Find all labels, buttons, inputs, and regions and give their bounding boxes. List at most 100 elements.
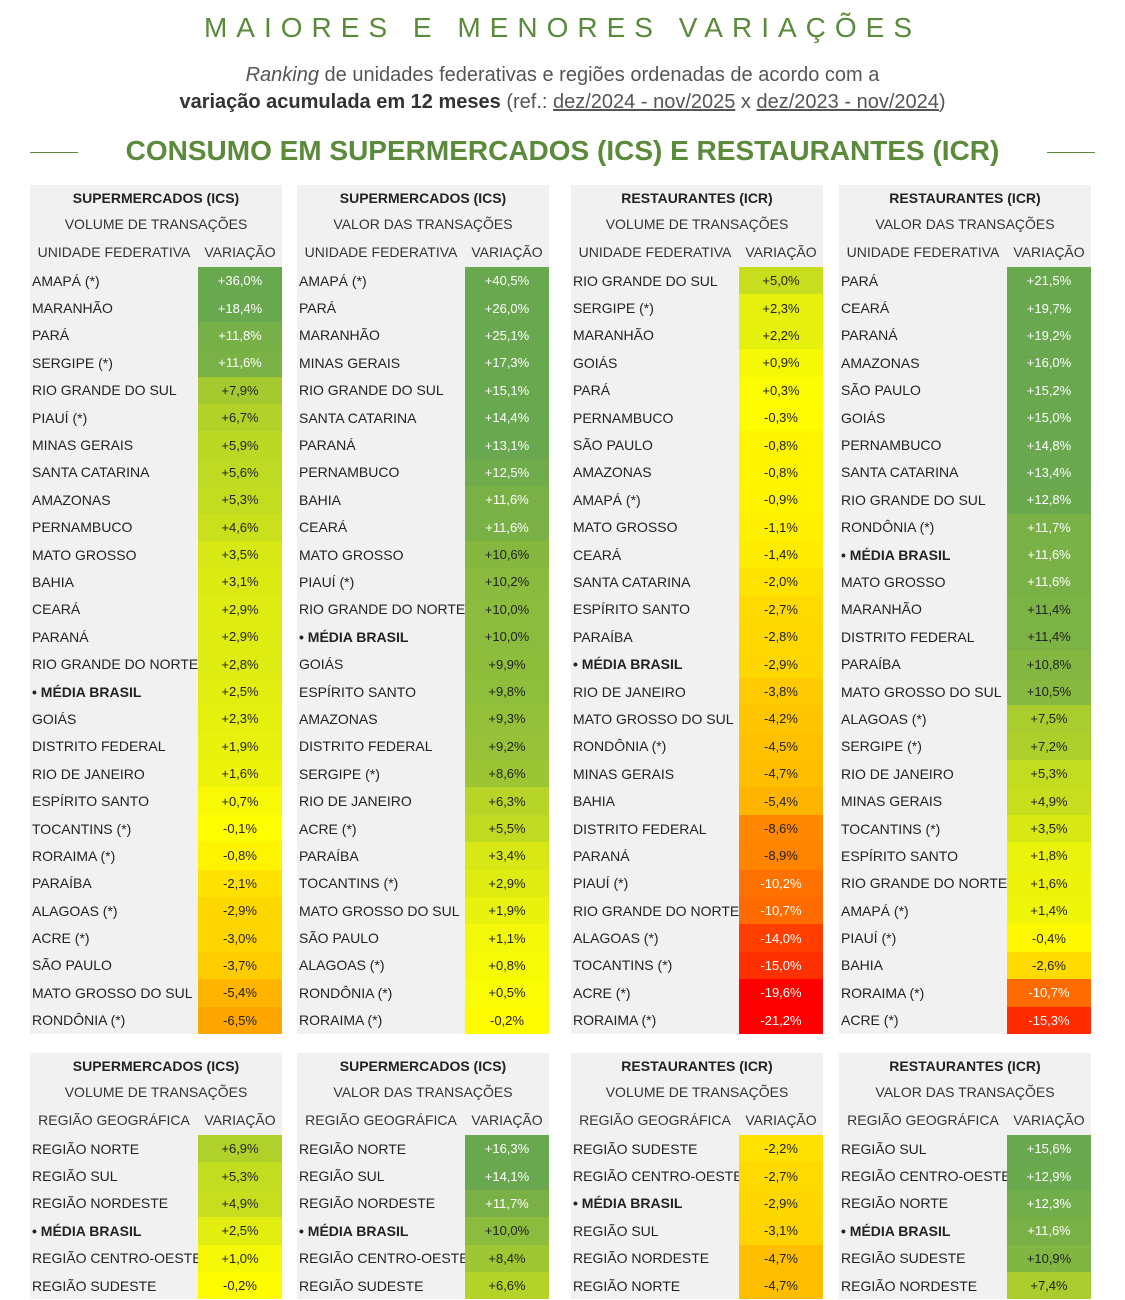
row-label: REGIÃO NORDESTE xyxy=(32,1195,169,1212)
column-headers: REGIÃO GEOGRÁFICA VARIAÇÃO xyxy=(297,1106,549,1133)
table-row: BAHIA -2,6% xyxy=(839,951,1091,980)
row-label: SERGIPE (*) xyxy=(573,300,654,317)
table-row: RIO DE JANEIRO +1,6% xyxy=(30,760,282,788)
variation-cell: -5,4% xyxy=(739,787,823,815)
row-label: GOIÁS xyxy=(32,710,77,727)
table-row: DISTRITO FEDERAL +11,4% xyxy=(839,623,1091,651)
table-row: RIO GRANDE DO NORTE +2,8% xyxy=(30,650,282,678)
column-header-label: REGIÃO GEOGRÁFICA xyxy=(38,1111,190,1128)
row-label: PARAÍBA xyxy=(841,656,901,673)
variation-cell: -1,4% xyxy=(739,540,823,569)
table-row: AMAPÁ (*) +36,0% xyxy=(30,267,282,295)
table-row: MINAS GERAIS +4,9% xyxy=(839,787,1091,815)
row-label: CEARÁ xyxy=(841,300,890,317)
row-label: SANTA CATARINA xyxy=(32,464,150,481)
subtitle-bold: variação acumulada em 12 meses xyxy=(179,91,501,113)
variation-cell: +4,9% xyxy=(198,1189,282,1218)
variation-cell: +3,4% xyxy=(465,842,549,870)
variation-cell: +9,2% xyxy=(465,732,549,761)
row-label: PARANÁ xyxy=(299,437,356,454)
row-label: RIO DE JANEIRO xyxy=(841,765,954,782)
row-label: BAHIA xyxy=(573,793,616,810)
table-row: PARÁ +11,8% xyxy=(30,321,282,350)
table-row: BAHIA -5,4% xyxy=(571,787,823,815)
row-label: PARAÍBA xyxy=(32,875,92,892)
row-label: RIO GRANDE DO SUL xyxy=(299,382,444,399)
variation-cell: +17,3% xyxy=(465,349,549,377)
table-row: ALAGOAS (*) -2,9% xyxy=(30,896,282,925)
table-row: ESPÍRITO SANTO +1,8% xyxy=(839,842,1091,870)
variation-cell: +14,1% xyxy=(465,1162,549,1190)
row-label: SERGIPE (*) xyxy=(299,765,380,782)
variation-cell: -2,6% xyxy=(1007,951,1091,980)
table-row: RORAIMA (*) -0,8% xyxy=(30,842,282,870)
variation-cell: +7,2% xyxy=(1007,732,1091,761)
row-label: RORAIMA (*) xyxy=(841,984,925,1001)
variation-cell: +12,9% xyxy=(1007,1162,1091,1190)
row-label: REGIÃO CENTRO-OESTE xyxy=(299,1250,465,1267)
media-brasil-label: • MÉDIA BRASIL xyxy=(573,1195,683,1212)
variation-cell: +8,4% xyxy=(465,1244,549,1272)
variation-cell: +11,6% xyxy=(198,349,282,377)
ranking-table-panel: RESTAURANTES (ICR) VOLUME DE TRANSAÇÕES UN… xyxy=(571,185,823,1034)
variation-cell: -0,1% xyxy=(198,814,282,843)
variation-cell: -2,8% xyxy=(739,623,823,651)
row-label: SERGIPE (*) xyxy=(32,354,113,371)
row-label: RONDÔNIA (*) xyxy=(841,519,935,536)
table-row: CEARÁ +11,6% xyxy=(297,513,549,541)
table-row: • MÉDIA BRASIL -2,9% xyxy=(571,1189,823,1218)
row-label: CEARÁ xyxy=(32,601,81,618)
row-label: CEARÁ xyxy=(573,546,622,563)
table-header: RESTAURANTES (ICR) VALOR DAS TRANSAÇÕES UN… xyxy=(839,185,1091,267)
row-label: PARANÁ xyxy=(573,847,630,864)
table-row: ESPÍRITO SANTO -2,7% xyxy=(571,595,823,624)
variation-cell: -3,0% xyxy=(198,924,282,952)
table-row: RIO GRANDE DO NORTE +10,0% xyxy=(297,595,549,624)
variation-cell: -6,5% xyxy=(198,1006,282,1034)
row-label: MATO GROSSO xyxy=(32,546,137,563)
variation-cell: +16,0% xyxy=(1007,349,1091,377)
subtitle-ref-close: ) xyxy=(938,91,946,113)
row-label: DISTRITO FEDERAL xyxy=(573,820,707,837)
variation-cell: -2,9% xyxy=(198,896,282,925)
section-rule-right xyxy=(1047,152,1095,153)
subtitle-ref-open: (ref.: xyxy=(500,91,553,113)
table-row: ALAGOAS (*) -14,0% xyxy=(571,924,823,952)
row-label: RIO GRANDE DO NORTE xyxy=(32,656,198,673)
table-row: RORAIMA (*) -0,2% xyxy=(297,1006,549,1034)
variation-cell: +3,5% xyxy=(1007,814,1091,843)
variation-cell: -3,7% xyxy=(198,951,282,980)
row-label: RIO GRANDE DO NORTE xyxy=(299,601,465,618)
row-label: MATO GROSSO xyxy=(841,573,946,590)
row-label: PARANÁ xyxy=(841,327,898,344)
variation-cell: +21,5% xyxy=(1007,267,1091,295)
table-row: GOIÁS +15,0% xyxy=(839,403,1091,432)
row-label: ALAGOAS (*) xyxy=(841,710,927,727)
variation-cell: +15,1% xyxy=(465,376,549,404)
table-row: RIO GRANDE DO NORTE -10,7% xyxy=(571,896,823,925)
variation-cell: -0,8% xyxy=(739,458,823,487)
table-row: SERGIPE (*) +7,2% xyxy=(839,732,1091,761)
variation-cell: -4,7% xyxy=(739,1271,823,1300)
variation-cell: +10,5% xyxy=(1007,677,1091,706)
variation-cell: -2,7% xyxy=(739,1162,823,1190)
row-label: ESPÍRITO SANTO xyxy=(841,847,958,864)
variation-cell: -2,9% xyxy=(739,650,823,678)
table-row: RIO GRANDE DO SUL +7,9% xyxy=(30,376,282,404)
subtitle-period-current: dez/2024 - nov/2025 xyxy=(553,91,736,113)
row-label: RORAIMA (*) xyxy=(299,1012,383,1029)
row-label: PERNAMBUCO xyxy=(573,409,674,426)
row-label: SANTA CATARINA xyxy=(299,409,417,426)
variation-cell: +7,5% xyxy=(1007,705,1091,733)
table-row: AMAPÁ (*) -0,9% xyxy=(571,486,823,514)
column-headers: REGIÃO GEOGRÁFICA VARIAÇÃO xyxy=(839,1106,1091,1133)
variation-cell: +11,7% xyxy=(1007,513,1091,541)
row-label: MARANHÃO xyxy=(573,327,654,344)
row-label: SÃO PAULO xyxy=(573,437,653,454)
variation-cell: +11,6% xyxy=(465,513,549,541)
table-subtitle: VALOR DAS TRANSAÇÕES xyxy=(333,1084,513,1100)
table-row: PARANÁ +2,9% xyxy=(30,623,282,651)
row-label: REGIÃO CENTRO-OESTE xyxy=(573,1168,739,1185)
table-row: RIO GRANDE DO SUL +12,8% xyxy=(839,486,1091,514)
table-row: DISTRITO FEDERAL +9,2% xyxy=(297,732,549,761)
